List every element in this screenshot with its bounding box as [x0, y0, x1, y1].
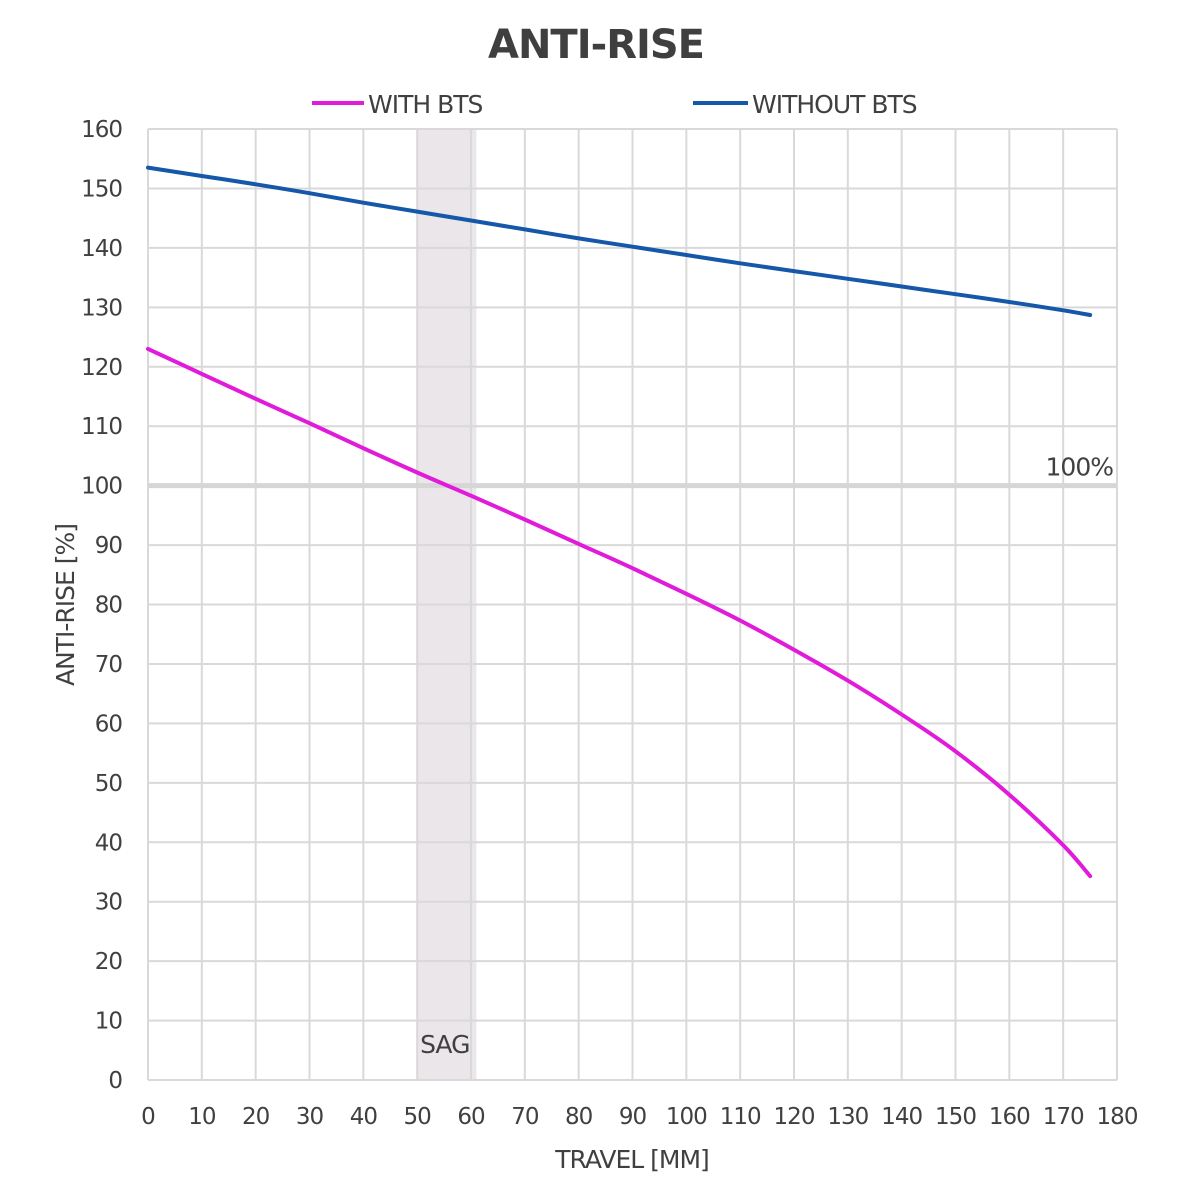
x-tick-label: 50: [404, 1104, 432, 1130]
series-line-with-bts: [146, 346, 1093, 879]
sag-label: SAG: [420, 1030, 469, 1059]
x-tick-label: 60: [457, 1104, 485, 1130]
y-tick-label: 70: [95, 652, 123, 678]
x-tick-label: 80: [565, 1104, 593, 1130]
x-axis-title: TRAVEL [MM]: [554, 1145, 709, 1174]
y-tick-label: 40: [95, 830, 123, 856]
x-tick-label: 70: [511, 1104, 539, 1130]
x-tick-label: 0: [141, 1104, 155, 1130]
y-tick-label: 130: [81, 295, 122, 321]
x-tick-label: 130: [827, 1104, 868, 1130]
y-tick-label: 60: [95, 711, 123, 737]
y-tick-label: 160: [81, 117, 122, 143]
y-tick-label: 10: [95, 1009, 123, 1035]
y-tick-label: 0: [108, 1068, 122, 1094]
y-tick-label: 80: [95, 593, 123, 619]
x-tick-label: 30: [296, 1104, 324, 1130]
x-tick-label: 120: [774, 1104, 815, 1130]
x-tick-labels: 0 10 20 30 40 50 60 70 80 90 100 110 120 130 140 150 160…: [141, 1104, 1139, 1130]
x-tick-label: 110: [720, 1104, 761, 1130]
legend-label-with-bts: WITH BTS: [368, 90, 483, 119]
x-tick-label: 20: [242, 1104, 270, 1130]
series-line-without-bts: [146, 165, 1093, 317]
x-tick-label: 180: [1097, 1104, 1138, 1130]
x-tick-label: 160: [989, 1104, 1030, 1130]
x-tick-label: 90: [619, 1104, 647, 1130]
y-tick-label: 90: [95, 533, 123, 559]
x-tick-label: 170: [1043, 1104, 1084, 1130]
y-tick-label: 50: [95, 771, 123, 797]
legend-label-without-bts: WITHOUT BTS: [752, 90, 917, 119]
y-tick-label: 140: [81, 236, 122, 262]
x-tick-label: 150: [935, 1104, 976, 1130]
y-tick-label: 100: [81, 474, 122, 500]
y-tick-label: 30: [95, 890, 123, 916]
y-tick-label: 110: [81, 414, 122, 440]
y-tick-label: 120: [81, 355, 122, 381]
y-axis-title: ANTI-RISE [%]: [51, 524, 80, 686]
x-tick-label: 40: [350, 1104, 378, 1130]
chart-title: ANTI-RISE: [488, 22, 704, 68]
y-tick-label: 20: [95, 949, 123, 975]
annotations: SAG 100%: [148, 453, 1117, 1059]
x-tick-label: 100: [666, 1104, 707, 1130]
y-tick-labels: 0 10 20 30 40 50 60 70 80 90 100 110 120 130 140 150 160: [81, 117, 123, 1094]
reference-line-label: 100%: [1046, 453, 1114, 482]
x-tick-label: 10: [188, 1104, 216, 1130]
legend: WITH BTS WITHOUT BTS: [312, 90, 918, 119]
x-tick-label: 140: [881, 1104, 922, 1130]
series-lines: [146, 165, 1093, 879]
y-tick-label: 150: [81, 176, 122, 202]
